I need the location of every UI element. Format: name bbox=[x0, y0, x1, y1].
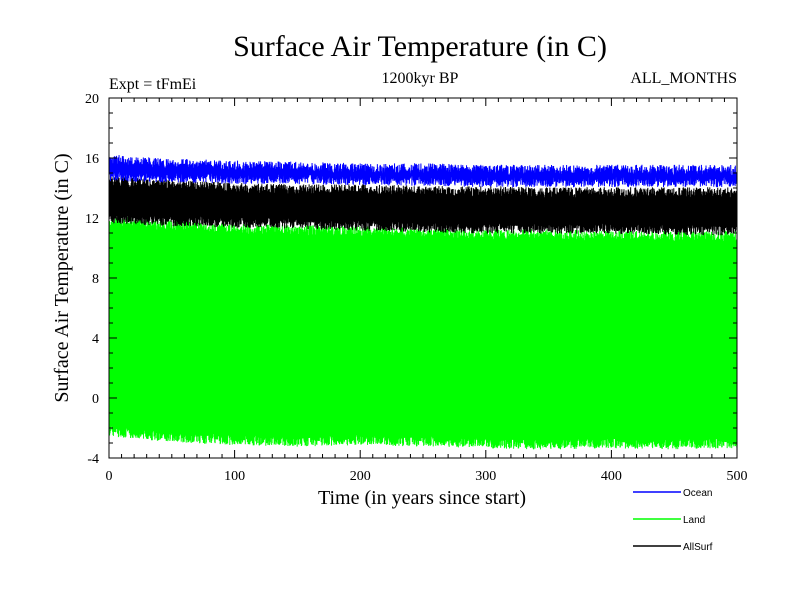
series-allsurf-line bbox=[108, 176, 738, 236]
y-tick-label: 4 bbox=[92, 332, 99, 347]
months-label: ALL_MONTHS bbox=[630, 70, 737, 87]
y-tick-label: 8 bbox=[92, 272, 99, 287]
experiment-label: Expt = tFmEi bbox=[109, 76, 197, 93]
y-tick-label: 20 bbox=[85, 92, 99, 107]
axis-ticks: 0 100 200 300 400 500 -4 0 4 8 12 16 20 bbox=[85, 92, 748, 484]
x-tick-label: 100 bbox=[224, 469, 245, 484]
x-tick-label: 500 bbox=[727, 469, 748, 484]
plot-series-group bbox=[108, 155, 738, 450]
x-axis-label: Time (in years since start) bbox=[318, 487, 526, 509]
y-tick-label: -4 bbox=[87, 452, 99, 467]
x-tick-label: 400 bbox=[601, 469, 622, 484]
y-tick-label: 0 bbox=[92, 392, 99, 407]
x-tick-label: 300 bbox=[475, 469, 496, 484]
y-axis-label: Surface Air Temperature (in C) bbox=[51, 153, 73, 402]
chart-title: Surface Air Temperature (in C) bbox=[233, 30, 607, 63]
series-land-line bbox=[108, 216, 738, 450]
series-ocean-line bbox=[108, 155, 738, 188]
legend-label-allsurf: AllSurf bbox=[683, 542, 713, 553]
legend-label-land: Land bbox=[683, 515, 705, 526]
legend-label-ocean: Ocean bbox=[683, 488, 712, 499]
period-label: 1200kyr BP bbox=[382, 70, 459, 87]
x-tick-label: 200 bbox=[350, 469, 371, 484]
y-tick-label: 12 bbox=[85, 212, 99, 227]
legend: Ocean Land AllSurf bbox=[633, 488, 713, 553]
x-tick-label: 0 bbox=[106, 469, 113, 484]
y-tick-label: 16 bbox=[85, 152, 99, 167]
